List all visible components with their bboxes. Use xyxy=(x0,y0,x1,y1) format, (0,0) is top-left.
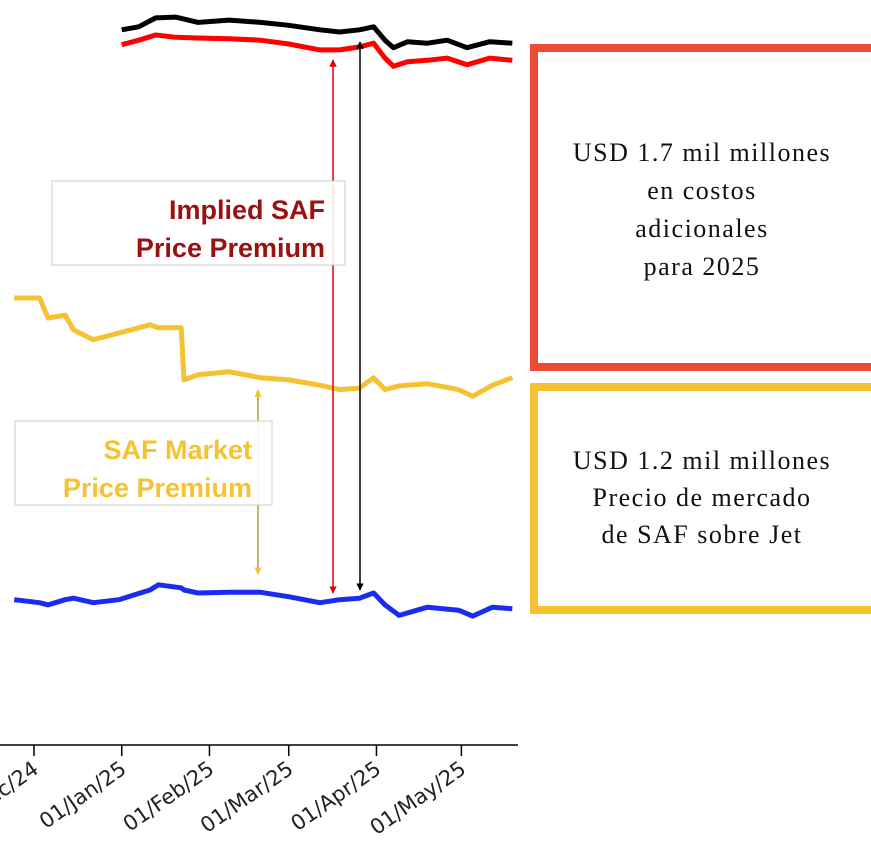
callout-text: adicionales xyxy=(635,214,768,243)
series-line xyxy=(121,14,513,51)
annotation-text: Implied SAF xyxy=(169,195,325,225)
callout-text: USD 1.7 mil millones xyxy=(573,138,831,167)
annotation-box xyxy=(51,180,346,266)
x-tick-label: 01/Jan/25 xyxy=(35,756,131,833)
annotation-text: SAF Market xyxy=(103,435,252,465)
series-line xyxy=(121,32,513,69)
annotation-box xyxy=(14,420,273,506)
callout-text: para 2025 xyxy=(644,252,761,281)
x-tick-label: 01/Dec/24 xyxy=(0,756,43,838)
callout-text: Precio de mercado xyxy=(593,483,812,512)
series-line xyxy=(13,582,513,619)
callout-text: de SAF sobre Jet xyxy=(602,520,803,549)
callout-text: USD 1.2 mil millones xyxy=(573,446,831,475)
callout-text: en costos xyxy=(647,176,757,205)
series-line xyxy=(14,295,514,399)
x-tick-label: 01/May/25 xyxy=(366,756,471,839)
annotation-text: Price Premium xyxy=(63,473,252,503)
callout-box xyxy=(530,383,871,614)
annotation-text: Price Premium xyxy=(136,233,325,263)
callout-box xyxy=(530,44,871,371)
